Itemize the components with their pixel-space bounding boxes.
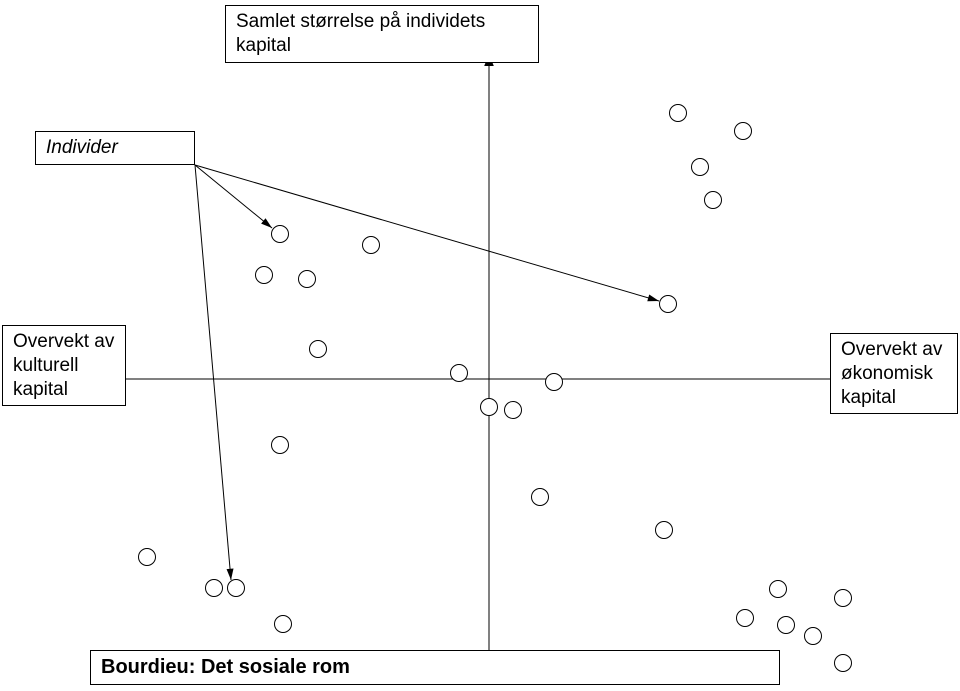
caption-bourdieu-text: Bourdieu: Det sosiale rom (101, 656, 350, 678)
axis-label-top: Samlet størrelse på individets kapital (225, 5, 539, 63)
legend-individer: Individer (35, 131, 195, 165)
diagram-stage: { "canvas": { "width": 960, "height": 69… (0, 0, 960, 691)
caption-bourdieu: Bourdieu: Det sosiale rom (90, 650, 780, 685)
legend-individer-text: Individer (46, 137, 118, 158)
axis-label-right-text: Overvekt av økonomisk kapital (841, 339, 942, 408)
axis-label-right: Overvekt av økonomisk kapital (830, 333, 958, 414)
axis-label-left: Overvekt av kulturell kapital (2, 325, 126, 406)
axis-label-left-text: Overvekt av kulturell kapital (13, 331, 114, 400)
diagram-svg (0, 0, 960, 691)
axis-label-top-text: Samlet størrelse på individets kapital (236, 11, 485, 56)
